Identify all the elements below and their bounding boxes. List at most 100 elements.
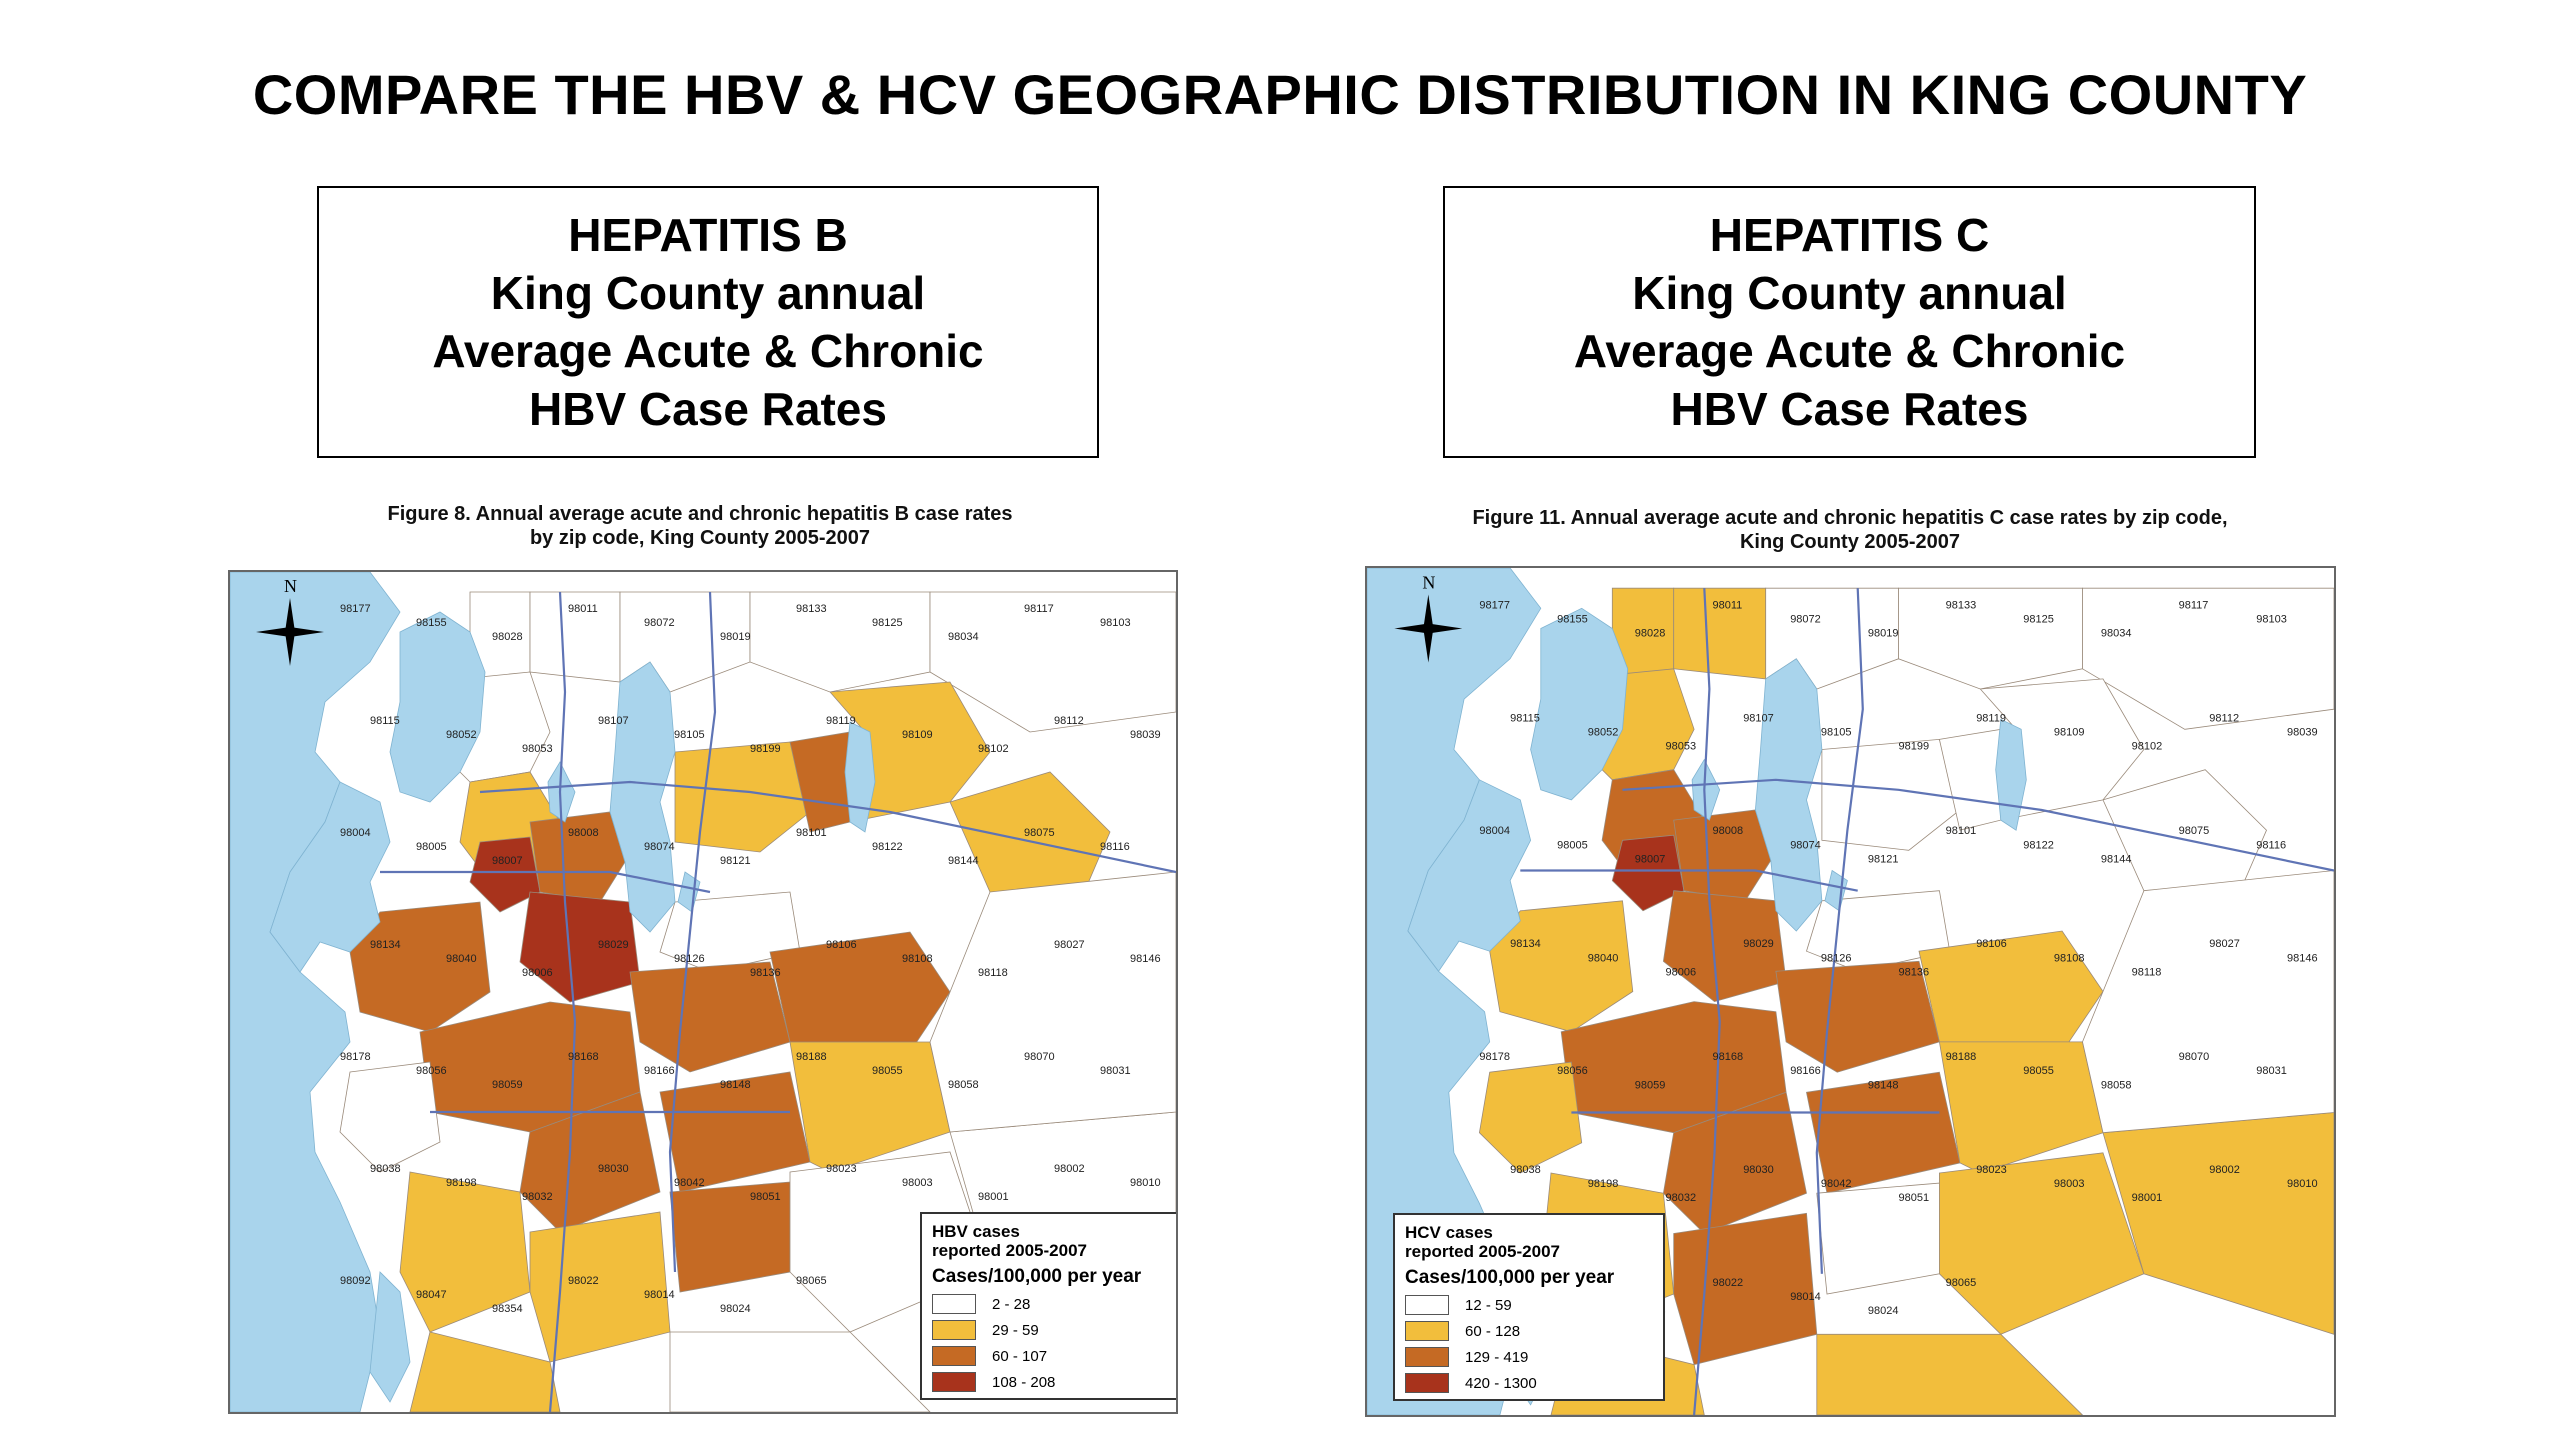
hcv-zip-label: 98059 (1635, 1079, 1666, 1091)
hbv-water-body (389, 611, 486, 803)
hbv-zip-region (669, 1331, 931, 1412)
hcv-legend-label-4: 420 - 1300 (1465, 1374, 1537, 1392)
hcv-zip-label: 98107 (1743, 712, 1774, 724)
hcv-zip-label: 98051 (1899, 1192, 1930, 1204)
hcv-zip-region (1898, 587, 2083, 690)
hcv-zip-label: 98105 (1821, 726, 1852, 738)
hcv-zip-label: 98052 (1588, 726, 1619, 738)
hcv-zip-label: 98001 (2132, 1192, 2163, 1204)
hbv-zip-label: 98106 (826, 939, 857, 951)
hbv-zip-label: 98024 (720, 1303, 751, 1315)
hepatitis-c-header-line-1: HEPATITIS C (1709, 209, 1990, 261)
hcv-zip-label: 98136 (1899, 966, 1930, 978)
hbv-zip-label: 98059 (492, 1079, 523, 1091)
hbv-zip-label: 98136 (750, 967, 781, 979)
hbv-zip-label: 98121 (720, 855, 751, 867)
hbv-legend-label-2: 29 - 59 (992, 1321, 1039, 1339)
hcv-legend-row-1: 12 - 59 (1405, 1295, 1655, 1315)
hcv-zip-label: 98148 (1868, 1079, 1899, 1091)
hbv-zip-label: 98053 (522, 743, 553, 755)
hbv-legend-label-4: 108 - 208 (992, 1373, 1056, 1391)
hbv-zip-region (529, 1211, 671, 1363)
hbv-zip-region (629, 961, 791, 1073)
hbv-compass-cross (256, 627, 324, 637)
hcv-legend-row-2: 60 - 128 (1405, 1321, 1655, 1341)
hcv-zip-region (2082, 870, 2334, 1134)
hcv-zip-label: 98134 (1510, 938, 1541, 950)
hcv-zip-label: 98029 (1743, 938, 1774, 950)
hcv-zip-label: 98116 (2256, 839, 2286, 851)
hbv-zip-label: 98008 (568, 827, 599, 839)
hcv-zip-label: 98117 (2179, 599, 2209, 611)
hcv-zip-label: 98144 (2101, 853, 2132, 865)
hbv-legend-swatch-2 (932, 1320, 976, 1340)
hbv-zip-label: 98031 (1100, 1065, 1131, 1077)
hbv-zip-label: 98074 (644, 841, 675, 853)
hbv-zip-label: 98002 (1054, 1163, 1085, 1175)
hcv-water-body (1530, 607, 1629, 801)
hbv-zip-label: 98122 (872, 841, 903, 853)
hbv-legend-swatch-4 (932, 1372, 976, 1392)
hbv-zip-label: 98019 (720, 631, 751, 643)
hbv-zip-label: 98007 (492, 855, 523, 867)
hbv-zip-label: 98052 (446, 729, 477, 741)
hbv-zip-label: 98118 (978, 967, 1008, 979)
hcv-zip-label: 98042 (1821, 1178, 1852, 1190)
hbv-zip-region (399, 1171, 531, 1333)
hepatitis-b-header-line-3: Average Acute & Chronic (432, 325, 984, 377)
hcv-highway (1815, 588, 1864, 1274)
hbv-zip-label: 98148 (720, 1079, 751, 1091)
hbv-zip-label: 98354 (492, 1303, 523, 1315)
hbv-zip-label: 98011 (568, 603, 598, 615)
hbv-zip-label: 98107 (598, 715, 629, 727)
hcv-zip-label: 98178 (1479, 1051, 1510, 1063)
hcv-zip-label: 98019 (1868, 628, 1899, 640)
hbv-zip-label: 98109 (902, 729, 933, 741)
hbv-legend-subtitle: Cases/100,000 per year (932, 1266, 1142, 1287)
hcv-zip-region (1938, 1041, 2104, 1174)
hbv-zip-region (929, 591, 1176, 733)
hbv-zip-region (789, 1041, 951, 1173)
hcv-legend-subtitle: Cases/100,000 per year (1405, 1267, 1615, 1288)
hbv-highway (548, 591, 577, 1412)
hcv-zip-region (2082, 587, 2334, 730)
hbv-zip-label: 98134 (370, 939, 401, 951)
hbv-zip-region (949, 771, 1111, 903)
hcv-zip-label: 98038 (1510, 1164, 1541, 1176)
hepatitis-c-figure-caption: Figure 11. Annual average acute and chro… (1410, 506, 2290, 554)
hbv-zip-label: 98105 (674, 729, 705, 741)
hbv-zip-label: 98144 (948, 855, 979, 867)
hcv-zip-label: 98011 (1713, 599, 1743, 611)
hcv-zip-region (1673, 809, 1772, 902)
hcv-zip-label: 98039 (2287, 726, 2318, 738)
hcv-zip-label: 98106 (1976, 938, 2007, 950)
hcv-legend-title-1: HCV cases (1405, 1223, 1493, 1242)
hbv-zip-label: 98155 (416, 617, 447, 629)
hepatitis-b-header-line-4: HBV Case Rates (529, 383, 887, 435)
hbv-zip-label: 98058 (948, 1079, 979, 1091)
hcv-zip-label: 98168 (1713, 1051, 1744, 1063)
hbv-zip-label: 98028 (492, 631, 523, 643)
hcv-zip-label: 98119 (1976, 712, 2006, 724)
hbv-zip-label: 98112 (1054, 715, 1084, 727)
hcv-zip-label: 98002 (2209, 1164, 2240, 1176)
hcv-zip-region (1662, 1091, 1807, 1234)
hcv-zip-label: 98003 (2054, 1178, 2085, 1190)
hcv-zip-label: 98010 (2287, 1178, 2318, 1190)
hepatitis-b-header-line-1: HEPATITIS B (568, 209, 848, 261)
hcv-zip-label: 98058 (2101, 1079, 2132, 1091)
hcv-zip-label: 98023 (1976, 1164, 2007, 1176)
hbv-zip-label: 98177 (340, 603, 371, 615)
hbv-map: N 98177 98155 98028 98011 98072 98019 98133 9812… (228, 570, 1178, 1414)
hcv-zip-region (1673, 1212, 1818, 1366)
hcv-zip-label: 98014 (1790, 1291, 1821, 1303)
hbv-zip-region (929, 871, 1176, 1133)
hcv-legend-swatch-4 (1405, 1373, 1449, 1393)
hcv-zip-region (1939, 1152, 2145, 1335)
hcv-zip-label: 98065 (1946, 1277, 1977, 1289)
hbv-zip-label: 98075 (1024, 827, 1055, 839)
hbv-zip-label: 98003 (902, 1177, 933, 1189)
hbv-zip-label: 98108 (902, 953, 933, 965)
hbv-legend-row-4: 108 - 208 (932, 1372, 1176, 1392)
hbv-zip-label: 98042 (674, 1177, 705, 1189)
